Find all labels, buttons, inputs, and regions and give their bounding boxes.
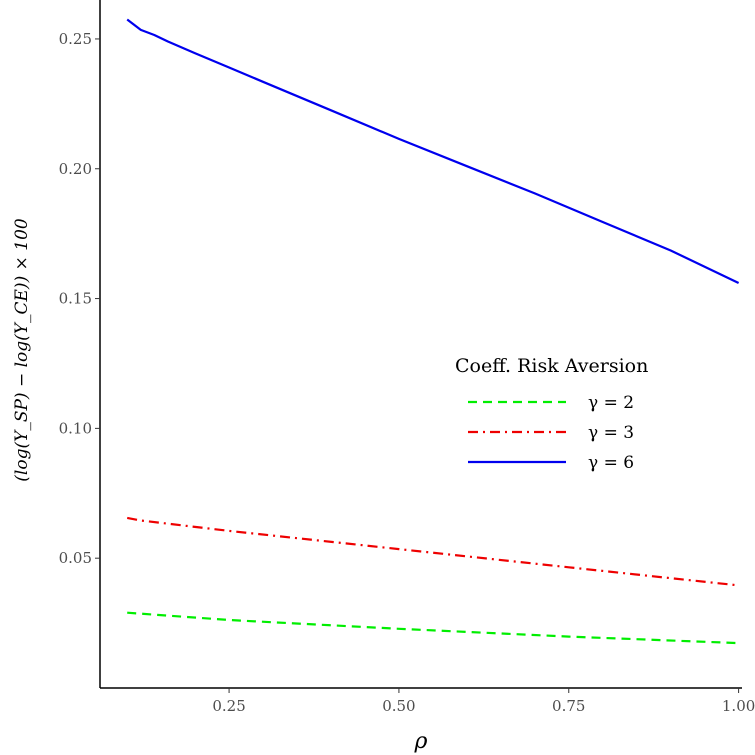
series-layer [126,18,740,645]
x-axis-title: ρ [414,729,428,754]
series-line [127,611,739,645]
legend-label: γ = 2 [588,393,634,413]
series-line [126,18,740,284]
x-tick-label: 1.00 [722,697,755,715]
y-tick-label: 0.05 [59,549,92,567]
y-tick-label: 0.10 [59,419,92,437]
legend-title: Coeff. Risk Aversion [455,355,648,377]
y-tick-label: 0.20 [59,160,92,178]
y-axis-title: (log(Y_SP) − log(Y_CE)) × 100 [12,218,32,482]
legend-label: γ = 6 [588,453,634,473]
y-tick-label: 0.15 [59,290,92,308]
legend: Coeff. Risk Aversion γ = 2 γ = 3 γ = 6 [455,355,648,473]
y-tick-label: 0.25 [59,30,92,48]
x-tick-label: 0.75 [552,697,585,715]
x-tick-label: 0.25 [212,697,245,715]
x-tick-label: 0.50 [382,697,415,715]
legend-label: γ = 3 [588,423,634,443]
axes-layer: 0.25 0.50 0.75 1.00 0.05 0.10 0.15 0.20 0.25 [59,0,755,715]
series-line [126,516,739,587]
